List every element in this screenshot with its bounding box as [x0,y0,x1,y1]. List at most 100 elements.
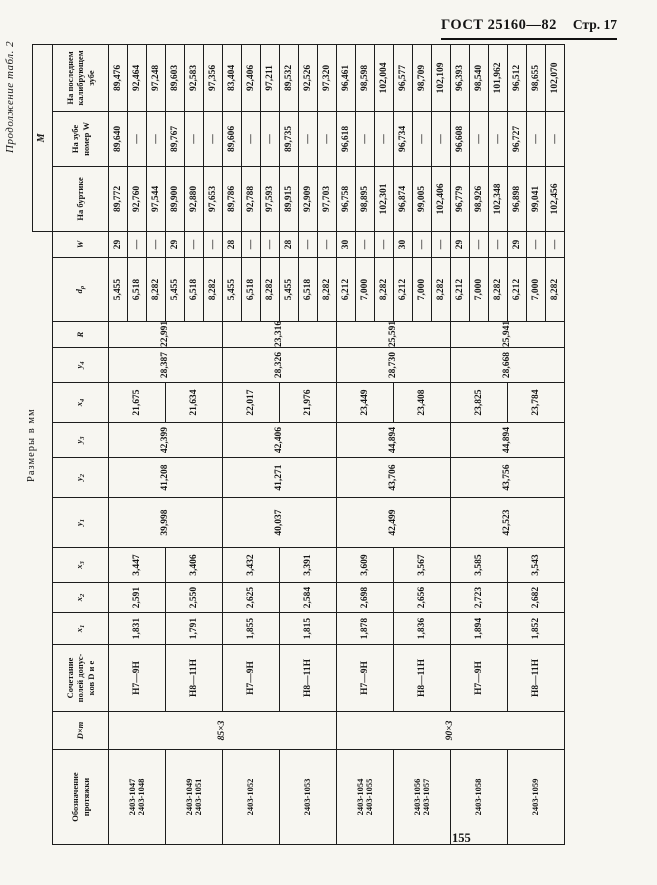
cell-section: Н8—11Н [393,644,451,712]
cell-x1: 1,815 [279,612,337,645]
col-header-x3: х3 [52,547,109,583]
cell-dp: 8,282 [260,257,280,322]
col-header-x1: х1 [52,612,109,645]
cell-w: — [241,231,261,258]
cell-burtik: 97,653 [203,166,223,232]
cell-dp: 5,455 [279,257,299,322]
cell-designation: 2403-1053 [279,749,337,845]
cell-x1: 1,878 [336,612,394,645]
cell-w: 30 [336,231,356,258]
cell-dp: 8,282 [317,257,337,322]
page-header: ГОСТ 25160—82 Стр. 17 [441,16,617,40]
cell-zubw: — [203,111,223,167]
cell-x3: 3,567 [393,547,451,583]
cell-x3: 3,406 [165,547,223,583]
cell-dp: 6,518 [241,257,261,322]
cell-burtik: 96,779 [450,166,470,232]
cell-zubw: — [469,111,489,167]
cell-w: — [317,231,337,258]
cell-posl: 102,004 [374,44,394,112]
cell-y2: 41,208 [108,457,223,498]
cell-w: 29 [507,231,527,258]
cell-r: 22,991 [108,321,223,348]
cell-posl: 102,109 [431,44,451,112]
cell-x3: 3,609 [336,547,394,583]
cell-posl: 89,476 [108,44,128,112]
rotated-table-container: М Обозначение протяжки D×m Сочетание полей … [32,44,565,845]
cell-posl: 96,393 [450,44,470,112]
cell-zubw: 89,767 [165,111,185,167]
cell-dp: 5,455 [108,257,128,322]
cell-posl: 98,540 [469,44,489,112]
cell-burtik: 102,406 [431,166,451,232]
cell-x2: 2,550 [165,582,223,613]
cell-zubw: — [127,111,147,167]
cell-burtik: 89,900 [165,166,185,232]
cell-x4: 21,634 [165,382,223,423]
cell-w: 29 [450,231,470,258]
cell-posl: 98,598 [355,44,375,112]
table-row: 2403-1047 2403-1048 85×3 Н7—9Н 1,831 2,591 3,… [108,44,337,845]
cell-dp: 7,000 [526,257,546,322]
cell-w: — [260,231,280,258]
cell-w: — [412,231,432,258]
cell-x4: 23,825 [450,382,508,423]
cell-zubw: — [412,111,432,167]
cell-x1: 1,836 [393,612,451,645]
group-header-m: М [32,44,53,232]
cell-burtik: 102,301 [374,166,394,232]
cell-x3: 3,391 [279,547,337,583]
cell-x2: 2,656 [393,582,451,613]
cell-burtik: 99,005 [412,166,432,232]
cell-w: 29 [165,231,185,258]
cell-designation: 2403-1054 2403-1055 [336,749,394,845]
cell-x1: 1,791 [165,612,223,645]
cell-burtik: 89,786 [222,166,242,232]
cell-x4: 22,017 [222,382,280,423]
cell-burtik: 98,926 [469,166,489,232]
col-header-section: Сочетание полей допус- ков D и е [52,644,109,712]
cell-burtik: 92,909 [298,166,318,232]
cell-dp: 7,000 [469,257,489,322]
cell-burtik: 92,880 [184,166,204,232]
cell-section: Н7—9Н [222,644,280,712]
cell-w: 29 [108,231,128,258]
cell-dp: 8,282 [488,257,508,322]
cell-designation: 2403-1059 [507,749,565,845]
cell-dp: 7,000 [355,257,375,322]
cell-burtik: 97,544 [146,166,166,232]
cell-dp: 6,212 [507,257,527,322]
cell-zubw: — [545,111,565,167]
page-number: 155 [452,831,471,845]
cell-x4: 23,408 [393,382,451,423]
cell-designation: 2403-1049 2403-1051 [165,749,223,845]
cell-dp: 6,518 [127,257,147,322]
cell-zubw: — [431,111,451,167]
cell-zubw: — [260,111,280,167]
cell-burtik: 89,772 [108,166,128,232]
cell-w: — [469,231,489,258]
cell-burtik: 89,915 [279,166,299,232]
cell-burtik: 96,898 [507,166,527,232]
cell-w: — [374,231,394,258]
cell-dp: 6,518 [184,257,204,322]
cell-zubw: 96,618 [336,111,356,167]
cell-w: 28 [279,231,299,258]
cell-x4: 21,675 [108,382,166,423]
col-header-designation: Обозначение протяжки [52,749,109,845]
cell-w: — [146,231,166,258]
cell-w: 30 [393,231,413,258]
cell-y1: 40,037 [222,497,337,548]
cell-zubw: 89,735 [279,111,299,167]
cell-designation: 2403-1052 [222,749,280,845]
cell-section: Н7—9Н [108,644,166,712]
cell-x2: 2,584 [279,582,337,613]
cell-x1: 1,831 [108,612,166,645]
cell-zubw: — [374,111,394,167]
cell-posl: 89,603 [165,44,185,112]
cell-y4: 28,668 [450,347,565,383]
col-header-x4: х4 [52,382,109,423]
col-header-zubw: На зубе номер W [52,111,109,167]
cell-posl: 97,356 [203,44,223,112]
